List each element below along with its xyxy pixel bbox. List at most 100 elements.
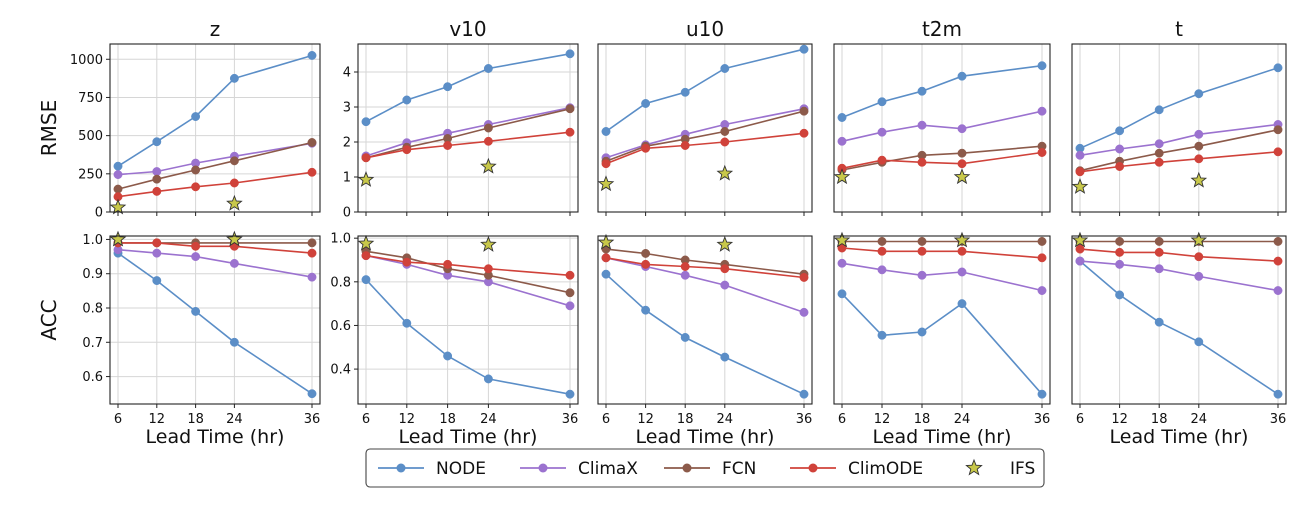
point-ifs-star: [953, 231, 971, 248]
point-node: [1194, 89, 1204, 99]
series-node-line: [365, 53, 571, 123]
point-ifs-star: [953, 168, 971, 185]
point-climode: [1115, 247, 1125, 257]
point-fcn: [565, 288, 575, 298]
y-tick-label: 0: [343, 206, 351, 221]
legend-label: IFS: [1010, 459, 1035, 479]
point-node: [641, 99, 651, 108]
point-ifs-star: [1190, 231, 1208, 248]
y-tick-label: 0.8: [82, 302, 103, 317]
point-ifs-star: [480, 157, 497, 174]
point-climode: [877, 155, 887, 165]
point-climode: [1194, 252, 1204, 262]
point-node: [1154, 105, 1164, 115]
y-tick-label: 2: [343, 136, 351, 151]
series-climax-line: [605, 257, 805, 314]
point-node: [877, 330, 887, 340]
point-climax: [837, 136, 847, 146]
point-node: [720, 64, 730, 73]
point-climode: [917, 246, 927, 256]
x-tick-label: 6: [838, 412, 846, 427]
point-ifs-star: [226, 230, 243, 247]
point-node: [483, 374, 493, 384]
point-climax: [1115, 144, 1125, 154]
point-ifs-star: [1071, 231, 1089, 248]
x-tick-label: 18: [1151, 412, 1168, 427]
panel-z: z 0 250 500 750 1000 0.6 0.7 0.8 0.9 1.0 6 12 18 24 36 L…: [70, 17, 321, 448]
x-tick-label: 6: [362, 412, 370, 427]
point-fcn: [229, 156, 239, 166]
point-climax: [565, 301, 575, 311]
x-tick-label: 36: [304, 412, 321, 427]
point-climax: [152, 248, 162, 258]
axes-frame: [109, 43, 321, 213]
point-node: [837, 113, 847, 122]
x-tick-label: 24: [954, 412, 971, 427]
x-tick-label: 36: [796, 412, 813, 427]
point-climax: [191, 252, 201, 262]
point-climode: [641, 259, 651, 269]
point-node: [1115, 126, 1125, 136]
point-node: [565, 389, 575, 399]
point-node: [402, 95, 412, 105]
point-climode: [720, 264, 730, 274]
z-acc-axes: 0.6 0.7 0.8 0.9 1.0 6 12 18 24 36: [82, 230, 321, 427]
point-climode: [152, 186, 162, 196]
x-tick-label: 12: [874, 412, 891, 427]
series-climode-line: [605, 257, 805, 279]
point-climode: [1037, 148, 1047, 157]
y-tick-label: 0: [95, 206, 103, 221]
point-climode: [443, 259, 453, 269]
t-rmse-axes: [1071, 43, 1287, 216]
point-climax: [1154, 139, 1164, 149]
point-climax: [1194, 129, 1204, 139]
point-node: [361, 117, 371, 127]
point-climode: [565, 270, 575, 280]
point-climode: [1273, 147, 1283, 157]
y-axis-label-acc: ACC: [37, 299, 61, 340]
t-acc-axes: 6 12 18 24 36: [1071, 231, 1287, 427]
x-axis-label: Lead Time (hr): [636, 426, 775, 448]
y-tick-label: 0.9: [82, 267, 103, 282]
axes-frame: [357, 235, 579, 405]
point-climax: [720, 280, 730, 290]
point-climode: [720, 137, 730, 147]
point-climax: [1194, 271, 1204, 281]
point-climode: [483, 264, 493, 274]
point-climax: [1115, 259, 1125, 269]
v10-rmse-axes: 0 1 2 3 4: [343, 43, 579, 221]
point-climode: [402, 145, 412, 155]
series-climax-line: [1079, 123, 1279, 157]
y-tick-label: 3: [343, 101, 351, 116]
x-tick-label: 36: [562, 412, 579, 427]
point-ifs-star: [716, 235, 734, 252]
point-node: [917, 327, 927, 337]
x-axis-label: Lead Time (hr): [146, 426, 285, 448]
point-node: [877, 97, 887, 107]
point-node: [307, 51, 317, 60]
point-climax: [877, 127, 887, 137]
y-tick-label: 1: [343, 171, 351, 186]
x-tick-label: 24: [226, 412, 243, 427]
point-fcn: [483, 123, 493, 133]
x-axis-label: Lead Time (hr): [873, 426, 1012, 448]
point-ifs-star: [226, 194, 243, 211]
z-rmse-axes: 0 250 500 750 1000: [70, 43, 321, 221]
x-tick-label: 24: [480, 412, 497, 427]
point-fcn: [799, 106, 809, 116]
point-climode: [1075, 167, 1085, 177]
series-climode-line: [365, 131, 571, 159]
point-climax: [877, 265, 887, 275]
point-climode: [877, 246, 887, 256]
series-node-line: [841, 293, 1043, 395]
y-tick-label: 1.0: [330, 232, 351, 247]
panel-title: z: [210, 17, 221, 41]
point-ifs-star: [1071, 178, 1089, 194]
point-ifs-star: [480, 235, 497, 252]
x-tick-label: 12: [1111, 412, 1128, 427]
point-climax: [1273, 286, 1283, 295]
x-tick-label: 12: [399, 412, 416, 427]
point-node: [443, 82, 453, 92]
panel-title: v10: [449, 17, 486, 41]
point-node: [1273, 389, 1283, 399]
